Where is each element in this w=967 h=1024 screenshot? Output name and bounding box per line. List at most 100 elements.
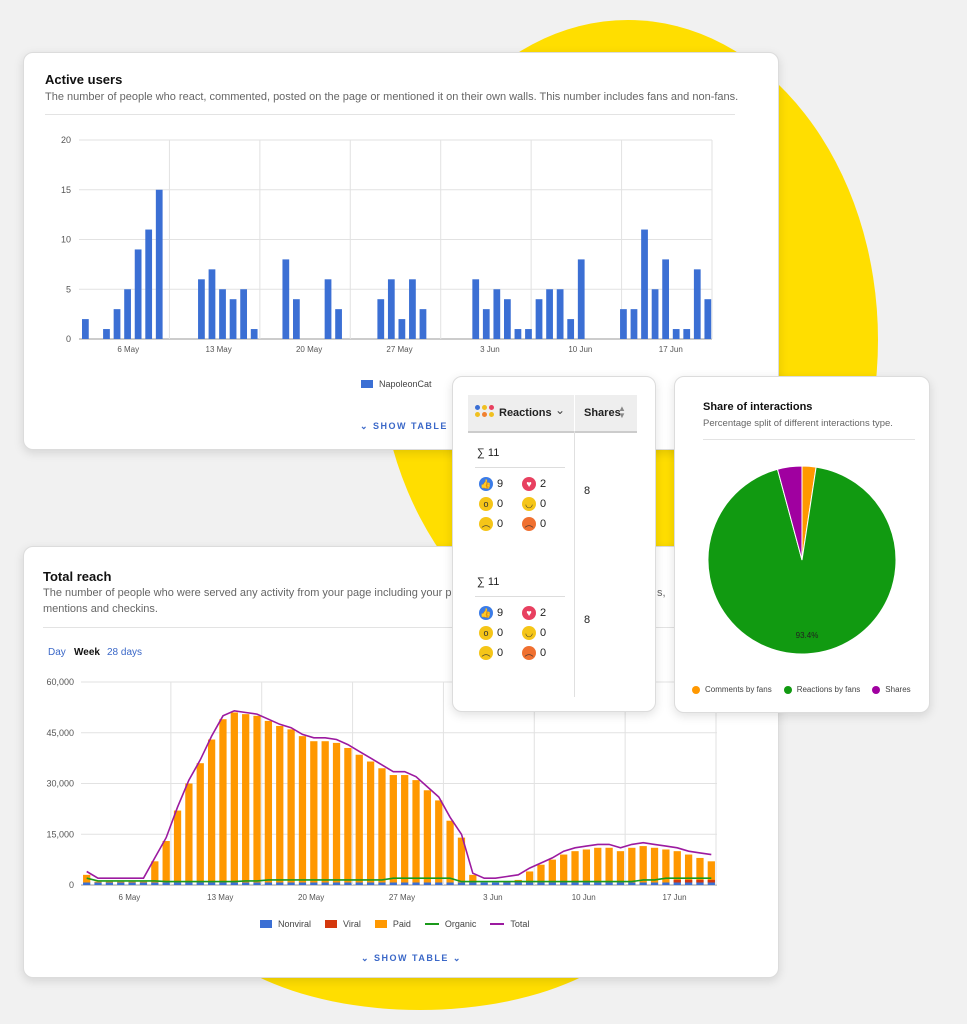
chevron-down-icon[interactable]: ⌄ [555,403,566,417]
y-tick-label: 30,000 [46,779,74,789]
paid-bar [662,849,670,883]
paid-bar [230,712,238,883]
nonviral-bar [151,882,159,885]
sad-icon: ︵ [479,517,493,531]
nonviral-bar [503,882,511,885]
total-line [86,709,712,879]
x-tick-label: 17 Jun [663,893,687,902]
love-count: 2 [540,607,547,619]
bar [293,299,300,339]
bar [113,309,121,339]
nonviral-bar [650,882,659,885]
legend-label-organic: Organic [444,919,477,929]
like-count: 9 [497,607,504,619]
y-tick-label: 15,000 [46,829,74,839]
period-28-days-tab[interactable]: 28 days [107,647,143,658]
share-of-interactions-pie-chart: 93.4% [707,465,897,655]
chevron-down-icon: ⌄ [360,421,374,431]
paid-bar [525,871,534,883]
nonviral-bar [355,882,363,885]
paid-bar [219,719,227,883]
bar [525,329,532,339]
paid-bar [605,847,613,883]
total-reach-divider [43,627,733,628]
haha-icon: ◡ [522,626,536,640]
nonviral-bar [196,882,204,885]
show-table-label: SHOW TABLE [373,421,448,431]
nonviral-bar [185,882,193,885]
bar [641,229,648,339]
paid-bar [128,881,136,883]
sad-count: 0 [497,518,504,530]
paid-bar [207,739,216,883]
shares-header-cell[interactable] [575,395,637,433]
bar [208,269,216,339]
legend-label-napoleoncat: NapoleonCat [379,379,432,389]
bar [482,309,490,339]
reaction-angry: ︵ 0 [522,517,546,531]
nonviral-bar [287,882,295,885]
x-tick-label: 13 May [206,345,232,354]
nonviral-bar [469,882,477,885]
nonviral-bar [139,882,148,885]
haha-count: 0 [540,498,547,510]
legend-dot-comments [692,685,700,694]
bar [124,289,131,339]
reaction-sad: ︵ 0 [479,646,503,660]
nonviral-bar [128,882,136,885]
nonviral-bar [162,882,170,885]
sad-icon: ︵ [479,646,493,660]
paid-bar [673,851,681,883]
y-tick-label: 10 [61,235,71,245]
paid-bar [173,810,182,883]
reaction-like: 👍 9 [479,606,503,620]
paid-bar [117,881,125,883]
nonviral-bar [310,882,318,885]
bar [493,289,501,339]
paid-bar [162,841,170,883]
paid-bar [548,859,556,883]
nonviral-bar [662,882,670,885]
bar [567,319,575,339]
bar [535,299,543,339]
shares-header-label: Shares [584,407,621,419]
nonviral-bar [491,882,500,885]
legend-label-viral: Viral [343,919,361,929]
paid-bar [401,775,409,883]
haha-icon: ◡ [522,497,536,511]
bar [693,269,701,339]
nonviral-bar [480,882,488,885]
nonviral-bar [173,882,182,885]
active-users-show-table-button[interactable]: ⌄ SHOW TABLE ⌄ [360,421,461,432]
paid-bar [560,854,568,883]
bar [620,309,627,339]
shares-count: 8 [584,614,591,626]
period-day-tab[interactable]: Day [48,647,66,658]
nonviral-bar [537,882,545,885]
legend-label-total: Total [510,919,530,929]
bar [577,259,585,339]
x-tick-label: 6 May [117,345,139,354]
total-reach-legend: Nonviral Viral Paid Organic Total [260,919,529,929]
total-reach-card: Total reach The number of people who wer… [23,546,779,978]
period-week-tab[interactable]: Week [74,647,100,658]
total-reach-description: The number of people who were served any… [43,585,763,617]
y-tick-label: 45,000 [46,728,74,738]
legend-swatch-viral [325,920,338,928]
pie-data-label: 93.4% [796,631,819,640]
sort-icon[interactable]: ▲ ▼ [618,404,626,420]
bar [387,279,395,339]
bar [409,279,416,339]
legend-line-total [490,923,505,925]
reaction-like: 👍 9 [479,477,503,491]
bar [250,329,258,339]
total-reach-show-table-button[interactable]: ⌄ SHOW TABLE ⌄ [361,953,462,964]
active-users-title: Active users [45,72,123,87]
x-tick-label: 17 Jun [659,345,683,354]
bar [662,259,670,339]
paid-bar [287,729,295,883]
bar [134,249,142,339]
like-icon: 👍 [479,477,493,491]
paid-bar [423,790,432,883]
